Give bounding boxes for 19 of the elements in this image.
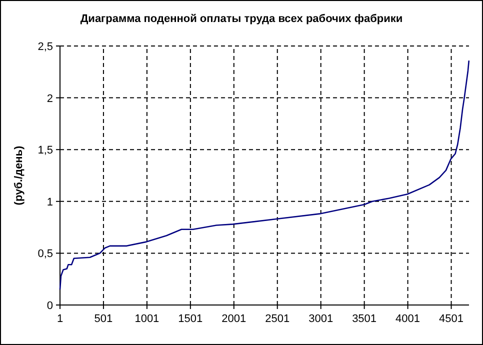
x-tick-label: 3001 (308, 313, 334, 325)
x-tick-label: 3501 (352, 313, 377, 325)
y-tick-label: 0 (46, 300, 53, 312)
x-tick-label: 2001 (222, 313, 246, 325)
y-tick-label: 2,5 (38, 41, 53, 53)
y-tick-label: 1 (46, 196, 53, 208)
x-tick-label: 4001 (396, 313, 420, 325)
x-tick-label: 1501 (178, 313, 203, 325)
y-tick-label: 2 (46, 92, 53, 105)
y-axis-title: (руб./день) (13, 145, 25, 206)
line-series (59, 60, 470, 290)
y-tick-label: 0,5 (38, 248, 53, 260)
x-tick-label: 1 (56, 313, 64, 325)
x-tick-label: 4501 (439, 313, 464, 325)
x-tick-label: 2501 (265, 313, 290, 325)
x-tick-label: 1001 (134, 313, 160, 325)
x-tick-label: 501 (94, 313, 113, 325)
y-tick-label: 1,5 (38, 144, 53, 157)
chart-title: Диаграмма поденной оплаты труда всех рабочих фабрики (80, 13, 403, 25)
